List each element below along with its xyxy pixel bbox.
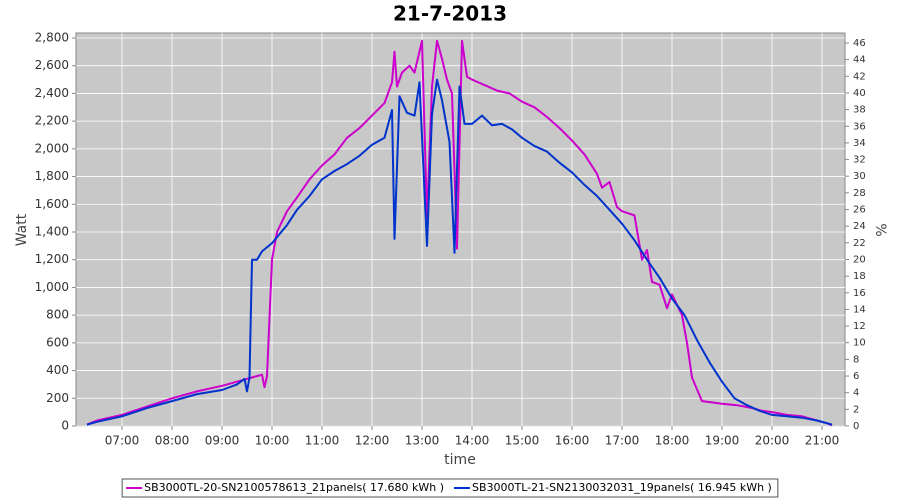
x-tick-label: 16:00 (555, 434, 590, 448)
legend-box (121, 478, 779, 498)
x-tick-label: 12:00 (355, 434, 390, 448)
y-tick-label: 1,600 (35, 197, 69, 211)
legend-label: SB3000TL-20-SN2100578613_21panels( 17.68… (144, 481, 444, 494)
y2-tick-label: 32 (853, 155, 866, 166)
y2-tick-label: 36 (853, 121, 866, 132)
y-tick-label: 1,800 (35, 169, 69, 183)
y2-tick-label: 2 (853, 404, 859, 415)
y-tick-label: 2,200 (35, 114, 69, 128)
y2-tick-label: 28 (853, 188, 866, 199)
x-tick-label: 20:00 (755, 434, 790, 448)
chart-title: 21-7-2013 (393, 2, 507, 26)
y-tick-label: 1,000 (35, 280, 69, 294)
y2-tick-label: 8 (853, 354, 859, 365)
legend: SB3000TL-20-SN2100578613_21panels( 17.68… (121, 478, 779, 498)
x-tick-label: 07:00 (105, 434, 140, 448)
y2-tick-label: 18 (853, 271, 866, 282)
y-tick-label: 1,200 (35, 252, 69, 266)
y-tick-label: 200 (46, 391, 69, 405)
y2-tick-label: 4 (853, 388, 859, 399)
y2-tick-label: 30 (853, 171, 866, 182)
y2-tick-label: 40 (853, 88, 866, 99)
y-tick-label: 2,600 (35, 58, 69, 72)
y2-tick-label: 34 (853, 138, 866, 149)
x-tick-label: 11:00 (305, 434, 340, 448)
y2-tick-label: 20 (853, 254, 866, 265)
x-tick-label: 14:00 (455, 434, 490, 448)
y2-tick-label: 22 (853, 238, 866, 249)
y-tick-label: 2,800 (35, 30, 69, 44)
y-tick-label: 0 (61, 419, 69, 433)
series-line (86, 78, 833, 426)
y2-tick-label: 38 (853, 105, 866, 116)
y2-tick-label: 12 (853, 321, 866, 332)
legend-label: SB3000TL-21-SN2130032031_19panels( 16.94… (472, 481, 772, 494)
x-tick-label: 15:00 (505, 434, 540, 448)
x-tick-label: 21:00 (805, 434, 840, 448)
x-tick-label: 13:00 (405, 434, 440, 448)
x-tick-label: 09:00 (205, 434, 240, 448)
x-axis-label: time (444, 452, 476, 468)
y-tick-label: 2,000 (35, 141, 69, 155)
y2-tick-label: 14 (853, 304, 866, 315)
y-tick-label: 1,400 (35, 224, 69, 238)
y-tick-label: 400 (46, 363, 69, 377)
series-line (86, 39, 833, 427)
y2-tick-label: 26 (853, 205, 866, 216)
y2-tick-label: 16 (853, 288, 866, 299)
y-tick-label: 600 (46, 335, 69, 349)
y-tick-label: 800 (46, 308, 69, 322)
y-tick-label: 2,400 (35, 86, 69, 100)
x-tick-label: 18:00 (655, 434, 690, 448)
x-tick-label: 08:00 (155, 434, 190, 448)
y2-tick-label: 46 (853, 38, 866, 49)
x-tick-label: 19:00 (705, 434, 740, 448)
y2-tick-label: 6 (853, 371, 859, 382)
y2-tick-label: 24 (853, 221, 866, 232)
y-axis-label: Watt (14, 213, 30, 246)
y2-tick-label: 0 (853, 421, 859, 432)
y2-tick-label: 10 (853, 338, 866, 349)
x-tick-label: 17:00 (605, 434, 640, 448)
x-tick-label: 10:00 (255, 434, 290, 448)
y2-tick-label: 42 (853, 71, 866, 82)
y2-axis-label: % (872, 223, 888, 236)
y2-tick-label: 44 (853, 55, 866, 66)
